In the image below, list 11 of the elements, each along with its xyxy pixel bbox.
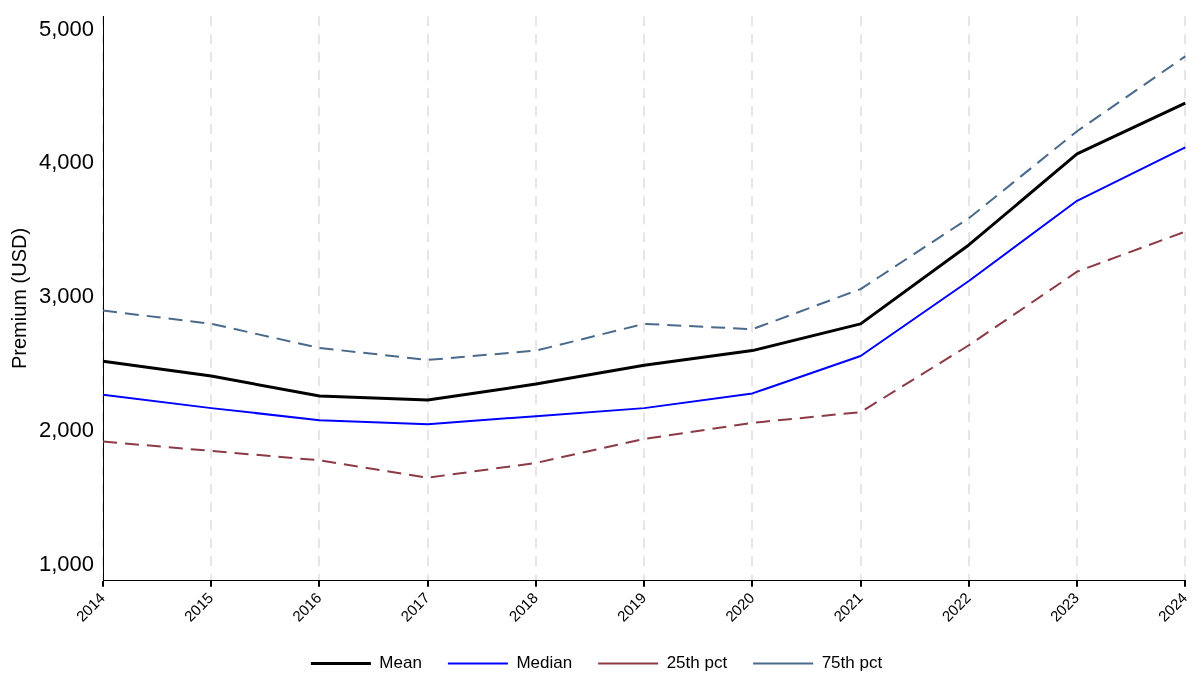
legend-label: 75th pct — [821, 653, 883, 673]
line-series — [102, 55, 1187, 361]
legend-label: Median — [516, 653, 573, 673]
legend-label: Mean — [379, 653, 422, 673]
y-tick-label: 4,000 — [38, 149, 95, 175]
y-tick-label: 2,000 — [38, 416, 95, 442]
y-tick-label: 1,000 — [38, 550, 95, 576]
legend-label: 25th pct — [666, 653, 728, 673]
y-tick-label: 3,000 — [38, 283, 95, 309]
y-axis-title: Premium (USD) — [7, 227, 30, 369]
y-tick-label: 5,000 — [38, 15, 95, 41]
